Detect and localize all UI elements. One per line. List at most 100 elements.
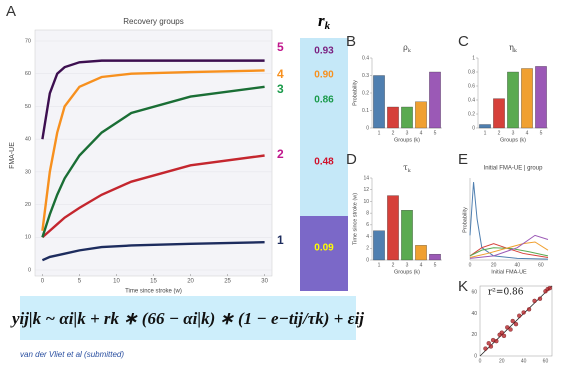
plot-title: Recovery groups (123, 17, 183, 26)
x-axis-label: Time since stroke (w) (125, 289, 182, 295)
rk-value: 0.93 (314, 46, 334, 57)
x-tick-label: 5 (540, 130, 543, 136)
density-curve (469, 247, 549, 257)
y-tick-label: 0.1 (362, 108, 369, 114)
y-tick-label: 40 (471, 311, 477, 317)
y-tick-label: 2 (366, 246, 369, 252)
x-tick-label: 4 (420, 262, 423, 268)
y-tick-label: 60 (25, 71, 31, 77)
bar (401, 106, 413, 129)
scatter-point (499, 330, 504, 335)
y-tick-label: 10 (363, 199, 369, 205)
bar-title-subscript: k (408, 168, 412, 174)
bar (401, 210, 413, 261)
x-tick-label: 5 (78, 279, 82, 285)
panel-label: D (346, 151, 357, 168)
y-axis-label: Time since stroke (w) (352, 193, 358, 245)
rk-header: rk (318, 11, 331, 32)
y-tick-label: 10 (25, 235, 31, 241)
x-tick-label: 3 (406, 262, 409, 268)
bar (493, 98, 505, 129)
bar-title-symbol: η (509, 43, 514, 52)
y-tick-label: 30 (25, 169, 31, 175)
y-tick-label: 0.2 (362, 90, 369, 96)
y-tick-label: 14 (363, 175, 369, 181)
recovery-curve (41, 59, 265, 140)
scatter-point (537, 296, 543, 301)
recovery-curve (41, 69, 265, 231)
formula-box (20, 296, 356, 340)
rk-value: 0.86 (314, 95, 334, 106)
x-tick-label: 4 (420, 130, 423, 136)
y-tick-label: 12 (363, 187, 369, 193)
x-tick-label: 15 (150, 279, 157, 285)
rk-cell-bg-low (300, 216, 348, 291)
scatter-point (486, 341, 491, 346)
scatter-point (510, 318, 515, 324)
x-tick-label: 2 (392, 130, 395, 136)
x-tick-label: 30 (261, 279, 268, 285)
bar-title-subscript: k (514, 48, 518, 54)
x-tick-label: 1 (378, 130, 381, 136)
density-curve (469, 241, 549, 259)
bar-title-symbol: τ (403, 163, 408, 172)
panel-label: E (458, 151, 468, 168)
recovery-curve (41, 154, 265, 239)
rk-symbol: r (318, 11, 325, 30)
y-tick-label: 0.2 (468, 111, 475, 117)
x-tick-label: 60 (538, 262, 544, 268)
rk-value: 0.90 (314, 70, 334, 81)
bar (387, 106, 399, 129)
x-axis-label: Groups (k) (500, 137, 526, 143)
bar (507, 71, 519, 129)
bar-title-subscript: k (408, 48, 412, 54)
rk-cell-bg (300, 38, 348, 216)
y-tick-label: 0.4 (362, 55, 369, 61)
citation: van der Vliet et al (submitted) (20, 350, 124, 359)
group-label: 4 (277, 67, 284, 81)
y-tick-label: 0 (28, 267, 31, 273)
recovery-curve (41, 85, 265, 238)
scatter-point (547, 285, 552, 291)
x-tick-label: 4 (526, 130, 529, 136)
panel-label: C (458, 33, 469, 50)
y-tick-label: 8 (366, 210, 369, 216)
x-tick-label: 5 (434, 130, 437, 136)
scatter-point (508, 327, 513, 332)
scatter-point (521, 310, 526, 315)
bar-title-symbol: ρ (403, 43, 408, 52)
y-tick-label: 0 (366, 125, 369, 131)
bar (521, 68, 533, 129)
y-tick-label: 40 (25, 137, 31, 143)
y-tick-label: 0.6 (468, 83, 475, 89)
x-tick-label: 3 (406, 130, 409, 136)
scatter-point (526, 307, 532, 312)
y-tick-label: 0.8 (468, 69, 475, 75)
formula: yij|k ~ αi|k + rk ∗ (66 − αi|k) ∗ (1 − e… (10, 309, 364, 328)
y-tick-label: 60 (471, 290, 477, 296)
recovery-curve (41, 240, 265, 262)
x-tick-label: 40 (521, 358, 527, 364)
x-tick-label: 0 (479, 358, 482, 364)
density-curve (469, 234, 549, 259)
scatter-point (532, 298, 537, 303)
x-tick-label: 0 (41, 279, 45, 285)
scatter-point (483, 346, 488, 351)
x-axis-label: Initial FMA-UE (491, 269, 527, 275)
x-axis-label: Groups (k) (394, 269, 420, 275)
x-tick-label: 60 (543, 358, 549, 364)
x-tick-label: 1 (484, 130, 487, 136)
x-tick-label: 25 (224, 279, 231, 285)
bar (373, 75, 385, 129)
y-tick-label: 0.4 (468, 97, 475, 103)
panel-label: B (346, 33, 356, 50)
y-tick-label: 4 (366, 234, 369, 240)
panel-label: A (6, 3, 16, 20)
bar-title: ρk (403, 43, 412, 54)
y-axis-label: Probability (462, 207, 468, 233)
x-tick-label: 20 (491, 262, 497, 268)
x-tick-label: 10 (113, 279, 120, 285)
y-axis-label: FMA-UE (9, 142, 16, 169)
bar (415, 101, 427, 129)
